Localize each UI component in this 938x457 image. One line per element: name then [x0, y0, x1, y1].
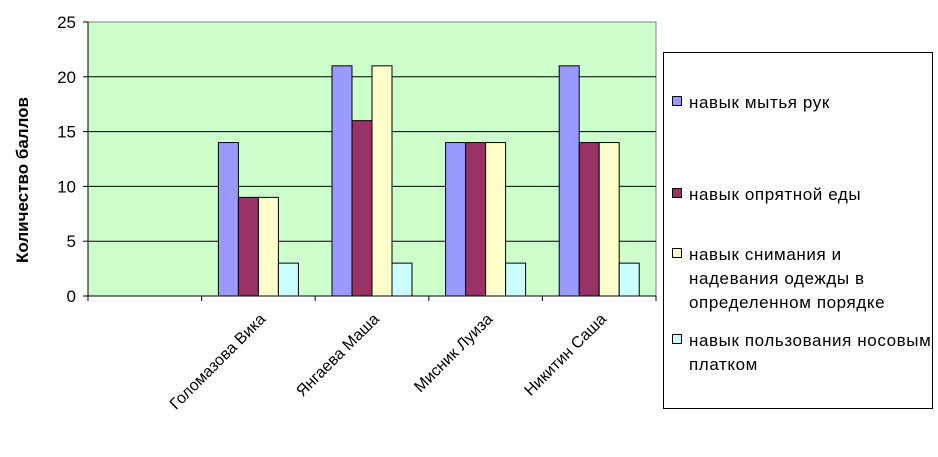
x-category-label: Мисник Луиза: [411, 311, 496, 396]
legend-swatch: [672, 334, 682, 344]
bar: [277, 262, 299, 297]
bar: [257, 196, 279, 297]
bar: [618, 262, 640, 297]
bar: [237, 196, 259, 297]
bar: [331, 65, 353, 297]
bar: [371, 65, 393, 297]
bar: [391, 262, 413, 297]
legend-swatch: [672, 96, 682, 106]
bar: [578, 142, 600, 297]
y-axis-label: Количество баллов: [13, 97, 32, 263]
y-tick-labels: 0 5 10 15 20 25: [57, 13, 76, 306]
y-tick-label: 10: [57, 177, 76, 196]
legend-label: навык опрятной еды: [689, 185, 862, 204]
legend: навык мытья рук навык опрятной еды навык…: [663, 52, 933, 409]
x-category-label: Никитин Саша: [521, 311, 610, 400]
y-tick-label: 20: [57, 68, 76, 87]
y-tick-label: 5: [67, 232, 76, 251]
y-tick-label: 25: [57, 13, 76, 32]
legend-swatch: [672, 248, 682, 258]
x-category-label: Голомазова Вика: [167, 311, 269, 413]
bar: [598, 142, 620, 297]
legend-label: навык мытья рук: [689, 93, 830, 112]
x-category-label: Янгаева Маша: [293, 311, 383, 401]
bar: [445, 142, 467, 297]
bar: [505, 262, 527, 297]
y-tick-label: 0: [67, 287, 76, 306]
bar: [351, 120, 373, 297]
legend-label: навык пользования носовым платком: [689, 331, 932, 374]
legend-swatch: [672, 188, 682, 198]
bar: [485, 142, 507, 297]
x-category-labels: Голомазова Вика Янгаева Маша Мисник Луиза Н…: [167, 311, 610, 414]
y-tick-label: 15: [57, 123, 76, 142]
bar: [558, 65, 580, 297]
bar: [217, 142, 239, 297]
axes: [83, 21, 657, 301]
bars-group: [217, 65, 640, 297]
bar: [465, 142, 487, 297]
legend-label: навык снимания и надевания одежды в опре…: [689, 245, 886, 312]
